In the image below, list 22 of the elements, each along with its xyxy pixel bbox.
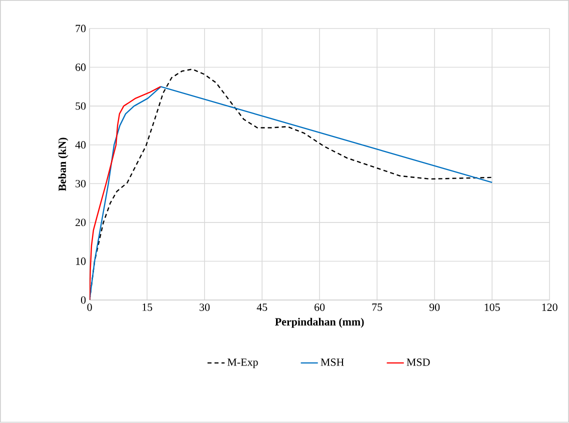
y-axis-title: Beban (kN) xyxy=(58,138,68,192)
y-tick-label: 60 xyxy=(76,64,86,72)
x-axis-title: Perpindahan (mm) xyxy=(275,318,364,328)
legend-label: M-Exp xyxy=(227,358,258,368)
y-tick-label: 0 xyxy=(81,296,86,304)
y-tick-label: 10 xyxy=(76,258,86,266)
x-tick-label: 0 xyxy=(87,304,92,312)
x-tick-label: 105 xyxy=(484,304,500,312)
x-tick-label: 45 xyxy=(256,304,268,312)
y-tick-label: 50 xyxy=(76,102,86,110)
y-tick-label: 70 xyxy=(76,24,86,32)
x-tick-label: 120 xyxy=(542,304,558,312)
x-tick-label: 75 xyxy=(372,304,382,312)
x-tick-label: 15 xyxy=(142,304,152,312)
x-tick-label: 60 xyxy=(314,304,325,312)
y-tick-label: 20 xyxy=(76,218,86,226)
y-tick-label: 30 xyxy=(76,180,86,188)
legend-label: MSH xyxy=(320,358,344,366)
legend-label: MSD xyxy=(406,358,430,366)
y-tick-label: 40 xyxy=(75,141,86,149)
x-tick-label: 30 xyxy=(200,304,210,312)
x-tick-label: 90 xyxy=(429,304,440,312)
